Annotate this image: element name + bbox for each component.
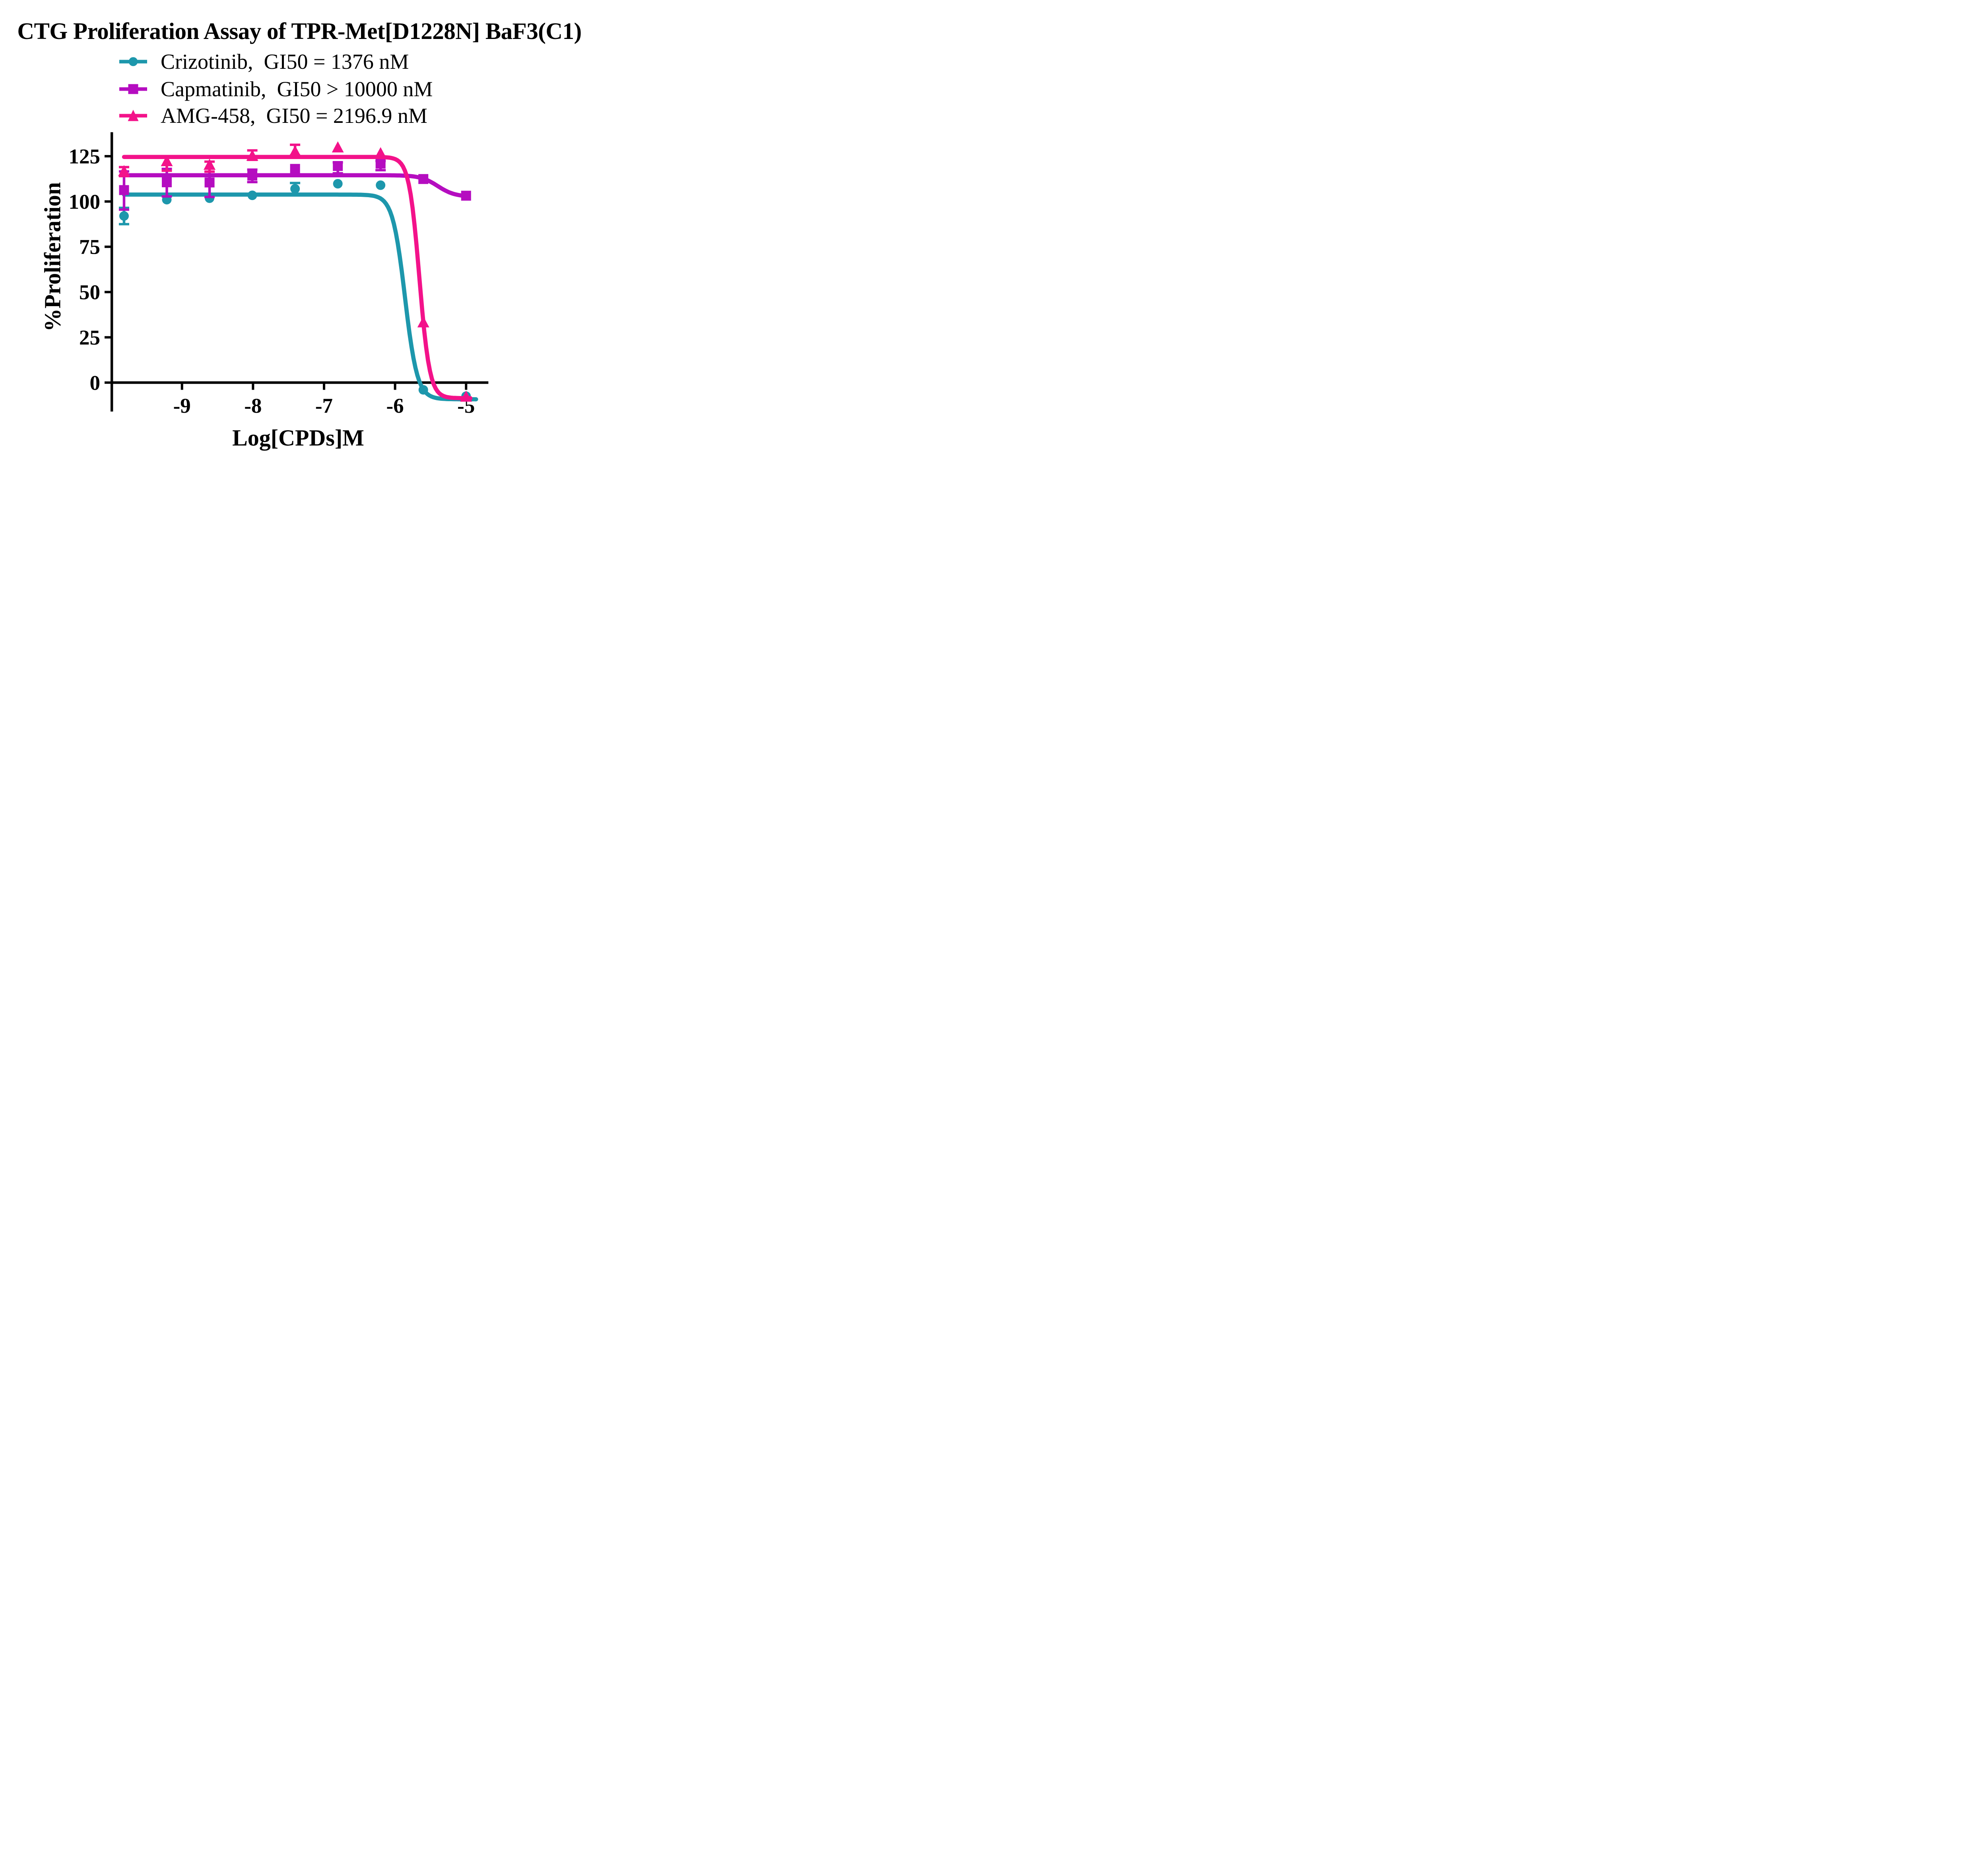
- fit-curve: [122, 155, 473, 400]
- data-point-amg-458: [460, 390, 472, 402]
- data-point-capmatinib: [461, 190, 471, 201]
- data-point-crizotinib: [333, 179, 343, 189]
- y-tick-label: 100: [69, 190, 101, 214]
- x-tick: [252, 384, 254, 390]
- x-tick-label: -6: [386, 394, 404, 417]
- data-point-amg-458: [204, 159, 216, 170]
- data-point-amg-458: [375, 147, 387, 158]
- y-tick: [105, 245, 111, 248]
- x-axis-label: Log[CPDs]M: [232, 425, 364, 451]
- data-point-crizotinib: [418, 385, 428, 395]
- legend-triangle: [128, 110, 139, 121]
- data-point-capmatinib: [204, 177, 215, 188]
- y-tick-label: 75: [79, 236, 100, 259]
- y-tick: [105, 200, 111, 203]
- series-amg-458: [118, 141, 473, 402]
- y-tick-label: 50: [79, 281, 100, 304]
- y-tick: [105, 336, 111, 339]
- data-point-crizotinib: [247, 190, 257, 200]
- x-tick-label: -7: [315, 394, 333, 417]
- proliferation-chart-figure: CTG Proliferation Assay of TPR-Met[D1228…: [0, 0, 599, 466]
- legend-square: [128, 84, 138, 94]
- x-tick-label: -9: [173, 394, 191, 417]
- y-tick-label: 125: [69, 145, 101, 168]
- legend-label: Capmatinib, GI50 > 10000 nM: [161, 77, 433, 101]
- data-point-crizotinib: [290, 184, 300, 194]
- legend-marker-circle-icon: [119, 57, 147, 66]
- data-point-amg-458: [161, 155, 173, 167]
- x-tick-label: -8: [244, 394, 262, 417]
- y-tick: [105, 291, 111, 293]
- x-tick: [465, 384, 468, 390]
- data-point-amg-458: [332, 141, 344, 153]
- fit-curve: [122, 173, 468, 198]
- y-tick-label: 25: [79, 326, 100, 349]
- y-tick-label: 0: [90, 371, 101, 394]
- data-point-amg-458: [289, 145, 301, 157]
- data-point-capmatinib: [375, 159, 386, 169]
- data-point-amg-458: [118, 165, 130, 177]
- data-point-crizotinib: [119, 211, 129, 221]
- data-point-amg-458: [417, 316, 429, 328]
- data-point-capmatinib: [418, 174, 429, 184]
- y-tick: [105, 381, 111, 384]
- data-point-capmatinib: [247, 171, 258, 181]
- x-tick: [394, 384, 396, 390]
- legend-item-crizotinib: Crizotinib, GI50 = 1376 nM: [119, 50, 409, 74]
- legend-item-amg458: AMG-458, GI50 = 2196.9 nM: [119, 104, 427, 128]
- legend-label: Crizotinib, GI50 = 1376 nM: [161, 50, 409, 74]
- legend-marker-square-icon: [119, 84, 147, 94]
- x-tick: [181, 384, 183, 390]
- legend-marker-triangle-icon: [119, 110, 147, 121]
- y-axis-spine: [111, 132, 113, 412]
- legend-circle: [128, 57, 138, 66]
- data-point-capmatinib: [162, 177, 172, 187]
- data-point-capmatinib: [290, 164, 300, 174]
- data-point-amg-458: [246, 150, 258, 161]
- y-tick: [105, 155, 111, 157]
- x-axis-line: [111, 381, 489, 384]
- fit-curve: [122, 192, 478, 402]
- data-point-capmatinib: [333, 161, 343, 171]
- legend-label: AMG-458, GI50 = 2196.9 nM: [161, 104, 427, 128]
- legend-item-capmatinib: Capmatinib, GI50 > 10000 nM: [119, 77, 433, 101]
- data-point-capmatinib: [119, 185, 129, 195]
- x-tick: [322, 384, 325, 390]
- data-point-crizotinib: [376, 180, 386, 190]
- chart-title: CTG Proliferation Assay of TPR-Met[D1228…: [17, 18, 582, 44]
